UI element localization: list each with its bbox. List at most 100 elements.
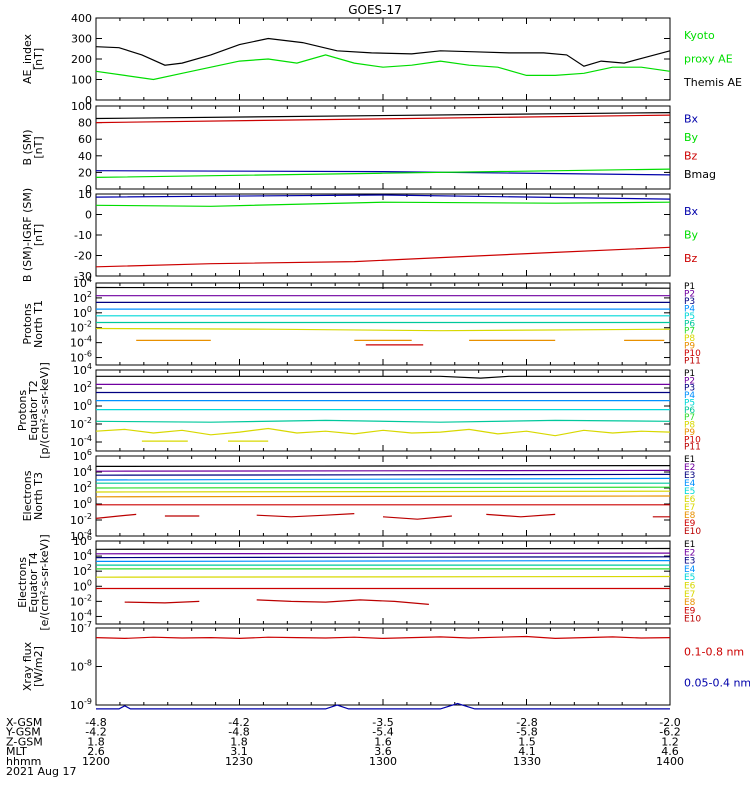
legend-entry: Bmag <box>684 168 716 181</box>
y-tick-label: 104 <box>73 362 92 377</box>
series-line-0.1-0.8 nm <box>95 635 671 640</box>
legend-entry: P5 <box>684 312 695 322</box>
orbit-value: -5.8 <box>516 726 537 739</box>
y-tick-exponent: 2 <box>87 290 92 299</box>
orbit-value: -4.2 <box>85 726 106 739</box>
y-tick-exponent: 4 <box>87 548 92 557</box>
y-axis-label: Electrons <box>16 557 29 608</box>
orbit-row-label: hhmm <box>6 755 41 768</box>
series-line-Kyoto proxy AE <box>95 54 671 81</box>
y-tick-exponent: 4 <box>87 464 92 473</box>
y-tick-label: 10-9 <box>70 697 92 712</box>
y-tick-label: 104 <box>73 548 92 563</box>
orbit-row-label: Y-GSM <box>5 726 41 739</box>
orbit-value: 3.1 <box>230 745 248 758</box>
y-tick-label: 0 <box>85 183 92 196</box>
y-tick-exponent: 4 <box>87 362 92 371</box>
legend-entry: E2 <box>684 548 695 558</box>
legend-entry: P4 <box>684 391 695 401</box>
orbit-value: -4.8 <box>228 726 249 739</box>
y-tick-label: 10-2 <box>70 320 92 335</box>
series-line-E3 <box>95 473 671 476</box>
orbit-row-label: MLT <box>6 745 27 758</box>
series-line-Bmag <box>95 112 671 120</box>
legend-entry: P9 <box>684 428 695 438</box>
y-tick-label: 10-2 <box>70 512 92 527</box>
y-tick-label: 100 <box>73 578 92 593</box>
legend-entry: E3 <box>684 471 695 481</box>
orbit-value: 1230 <box>225 755 253 768</box>
y-axis-label: Protons <box>16 390 29 431</box>
y-tick-exponent: -7 <box>84 620 92 629</box>
y-tick-label: 10-4 <box>70 528 92 543</box>
y-tick-exponent: 6 <box>87 533 92 542</box>
y-tick-exponent: 2 <box>87 563 92 572</box>
legend-entry: E4 <box>684 565 696 575</box>
series-line-0.05-0.4 nm <box>96 702 670 710</box>
orbit-value: 1.8 <box>230 735 248 748</box>
orbit-value: 1300 <box>369 755 397 768</box>
legend-entry: E8 <box>684 511 696 521</box>
y-tick-label: 20 <box>78 166 92 179</box>
series-line-E10d <box>382 515 452 520</box>
y-tick-exponent: -4 <box>84 434 92 443</box>
panel-frame <box>95 369 671 452</box>
legend-entry: E5 <box>684 487 695 497</box>
y-axis-label: [nT] <box>32 48 45 70</box>
legend-entry: Bx <box>684 205 699 218</box>
y-tick-label: 102 <box>73 290 92 305</box>
y-tick-label: 10-2 <box>70 593 92 608</box>
series-line-E10e <box>486 513 556 518</box>
legend-entry: Bx <box>684 113 699 126</box>
series-line-E8 <box>95 495 671 498</box>
y-tick-label: 106 <box>73 448 92 463</box>
y-tick-label: 104 <box>73 275 92 290</box>
legend-entry: P11 <box>684 443 701 453</box>
y-tick-label: 10-6 <box>70 350 92 365</box>
y-tick-label: 100 <box>71 74 92 87</box>
legend-entry: By <box>684 229 699 242</box>
y-tick-exponent: 2 <box>87 480 92 489</box>
series-line-Bx <box>95 194 671 200</box>
y-tick-label: 300 <box>71 33 92 46</box>
orbit-value: 1.2 <box>661 735 679 748</box>
y-tick-exponent: 2 <box>87 380 92 389</box>
series-line-P6 <box>95 419 671 423</box>
panel-2: 100 80 60 40 20 0 B (SM)[nT] Bx By Bz Bmag <box>21 100 716 196</box>
y-tick-label: 10-2 <box>70 416 92 431</box>
legend-entry: P3 <box>684 297 695 307</box>
series-line-E10a <box>95 513 137 519</box>
panel-3: 10 0 -10 -20 -30 B (SM)-IGRF (SM)[nT] Bx By Bz <box>21 188 699 283</box>
series-line-E1 <box>95 465 671 467</box>
y-tick-exponent: 0 <box>87 305 92 314</box>
y-tick-label: 102 <box>73 480 92 495</box>
y-axis-label: Xray flux <box>21 641 34 691</box>
legend-entry: Bz <box>684 149 698 162</box>
y-axis-label: B (SM)-IGRF (SM) <box>21 188 34 282</box>
y-tick-exponent: -4 <box>84 528 92 537</box>
y-tick-label: 10-4 <box>70 608 92 623</box>
plot-title: GOES-17 <box>348 3 402 17</box>
y-tick-label: 10-4 <box>70 335 92 350</box>
y-axis-label: [e/(cm²-s-sr-keV)] <box>38 534 51 630</box>
y-tick-exponent: -4 <box>84 335 92 344</box>
legend-entry: E5 <box>684 573 695 583</box>
legend-entry: E1 <box>684 540 695 550</box>
orbit-value: 3.6 <box>374 745 392 758</box>
legend-entry: Themis AE <box>683 76 742 89</box>
y-tick-label: 60 <box>78 133 92 146</box>
series-line-P1 <box>96 375 670 379</box>
legend-entry: P8 <box>684 421 695 431</box>
orbit-row-label: Z-GSM <box>6 735 43 748</box>
series-line-E3 <box>95 556 671 559</box>
orbit-row-label: X-GSM <box>6 716 42 729</box>
y-tick-exponent: -2 <box>84 320 92 329</box>
legend-entry: E6 <box>684 495 696 505</box>
y-tick-exponent: -6 <box>84 350 92 359</box>
legend-entry: E1 <box>684 455 695 465</box>
orbit-value: -4.8 <box>85 716 106 729</box>
y-axis-label: B (SM) <box>21 129 34 165</box>
